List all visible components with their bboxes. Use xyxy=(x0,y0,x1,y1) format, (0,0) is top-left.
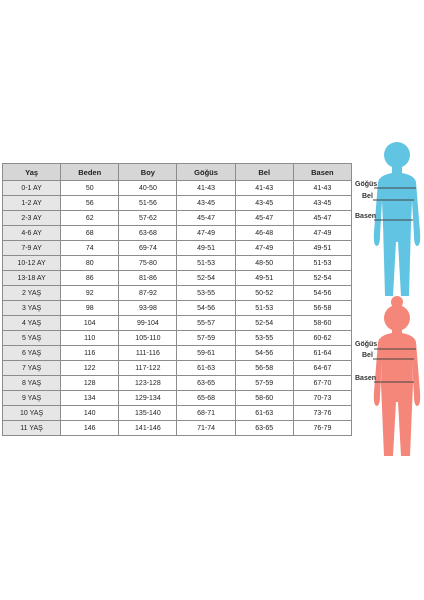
header-waist: Bel xyxy=(234,163,294,181)
cell-height: 141-146 xyxy=(118,420,178,436)
table-row: 2-3 AY 62 57-62 45-47 45-47 45-47 xyxy=(1,210,353,226)
cell-size: 74 xyxy=(60,240,120,256)
cell-size: 140 xyxy=(60,405,120,421)
cell-height: 117-122 xyxy=(118,360,178,376)
cell-waist: 51-53 xyxy=(234,300,294,316)
boy-figure: Göğüs Bel Basen xyxy=(355,142,421,296)
table-row: 9 YAŞ 134 129-134 65-68 58-60 70-73 xyxy=(1,390,353,406)
cell-chest: 49-51 xyxy=(176,240,236,256)
cell-height: 40-50 xyxy=(118,180,178,196)
cell-waist: 41-43 xyxy=(234,180,294,196)
cell-chest: 65-68 xyxy=(176,390,236,406)
cell-waist: 43-45 xyxy=(234,195,294,211)
cell-hips: 67-70 xyxy=(292,375,353,391)
cell-height: 87-92 xyxy=(118,285,178,301)
cell-size: 128 xyxy=(60,375,120,391)
cell-chest: 71-74 xyxy=(176,420,236,436)
boy-body xyxy=(373,166,421,296)
cell-size: 122 xyxy=(60,360,120,376)
cell-hips: 47-49 xyxy=(292,225,353,241)
cell-hips: 45-47 xyxy=(292,210,353,226)
cell-size: 50 xyxy=(60,180,120,196)
cell-waist: 47-49 xyxy=(234,240,294,256)
table-row: 11 YAŞ 146 141-146 71-74 63-65 76-79 xyxy=(1,420,353,436)
cell-size: 92 xyxy=(60,285,120,301)
cell-age: 13-18 AY xyxy=(1,270,62,286)
header-hips: Basen xyxy=(292,163,353,181)
cell-hips: 54-56 xyxy=(292,285,353,301)
table-row: 13-18 AY 86 81-86 52-54 49-51 52-54 xyxy=(1,270,353,286)
cell-waist: 63-65 xyxy=(234,420,294,436)
cell-hips: 58-60 xyxy=(292,315,353,331)
header-age: Yaş xyxy=(1,163,62,181)
cell-age: 1-2 AY xyxy=(1,195,62,211)
table-row: 6 YAŞ 116 111-116 59-61 54-56 61-64 xyxy=(1,345,353,361)
cell-age: 7 YAŞ xyxy=(1,360,62,376)
table-row: 7 YAŞ 122 117-122 61-63 56-58 64-67 xyxy=(1,360,353,376)
size-chart-table: Yaş Beden Boy Göğüs Bel Basen 0-1 AY 50 40-50 41… xyxy=(1,163,353,436)
boy-chest-label: Göğüs xyxy=(355,181,377,188)
header-size: Beden xyxy=(60,163,120,181)
cell-hips: 61-64 xyxy=(292,345,353,361)
cell-size: 116 xyxy=(60,345,120,361)
table-row: 10 YAŞ 140 135-140 68-71 61-63 73-76 xyxy=(1,405,353,421)
boy-head xyxy=(384,142,410,168)
cell-waist: 50-52 xyxy=(234,285,294,301)
cell-hips: 51-53 xyxy=(292,255,353,271)
cell-hips: 76-79 xyxy=(292,420,353,436)
girl-chest-label: Göğüs xyxy=(355,341,377,348)
girl-waist-label: Bel xyxy=(362,352,373,359)
cell-size: 68 xyxy=(60,225,120,241)
girl-head xyxy=(384,305,410,331)
cell-hips: 52-54 xyxy=(292,270,353,286)
cell-age: 11 YAŞ xyxy=(1,420,62,436)
cell-size: 86 xyxy=(60,270,120,286)
girl-body xyxy=(373,328,421,456)
cell-chest: 43-45 xyxy=(176,195,236,211)
girl-hips-label: Basen xyxy=(355,375,376,382)
cell-hips: 41-43 xyxy=(292,180,353,196)
cell-chest: 55-57 xyxy=(176,315,236,331)
cell-height: 81-86 xyxy=(118,270,178,286)
cell-size: 56 xyxy=(60,195,120,211)
boy-hips-label: Basen xyxy=(355,213,376,220)
table-row: 4 YAŞ 104 99-104 55-57 52-54 58-60 xyxy=(1,315,353,331)
cell-chest: 68-71 xyxy=(176,405,236,421)
cell-chest: 59-61 xyxy=(176,345,236,361)
cell-height: 57-62 xyxy=(118,210,178,226)
cell-height: 135-140 xyxy=(118,405,178,421)
table-row: 0-1 AY 50 40-50 41-43 41-43 41-43 xyxy=(1,180,353,196)
cell-age: 2-3 AY xyxy=(1,210,62,226)
cell-chest: 63-65 xyxy=(176,375,236,391)
table-body: 0-1 AY 50 40-50 41-43 41-43 41-43 1-2 AY 56 51-5… xyxy=(1,180,353,436)
cell-hips: 60-62 xyxy=(292,330,353,346)
cell-chest: 57-59 xyxy=(176,330,236,346)
table-row: 2 YAŞ 92 87-92 53-55 50-52 54-56 xyxy=(1,285,353,301)
cell-age: 6 YAŞ xyxy=(1,345,62,361)
girl-hair-bun xyxy=(391,296,403,308)
table-row: 4-6 AY 68 63-68 47-49 46-48 47-49 xyxy=(1,225,353,241)
cell-age: 4 YAŞ xyxy=(1,315,62,331)
cell-size: 146 xyxy=(60,420,120,436)
cell-chest: 53-55 xyxy=(176,285,236,301)
girl-figure: Göğüs Bel Basen xyxy=(355,296,421,456)
boy-waist-label: Bel xyxy=(362,193,373,200)
